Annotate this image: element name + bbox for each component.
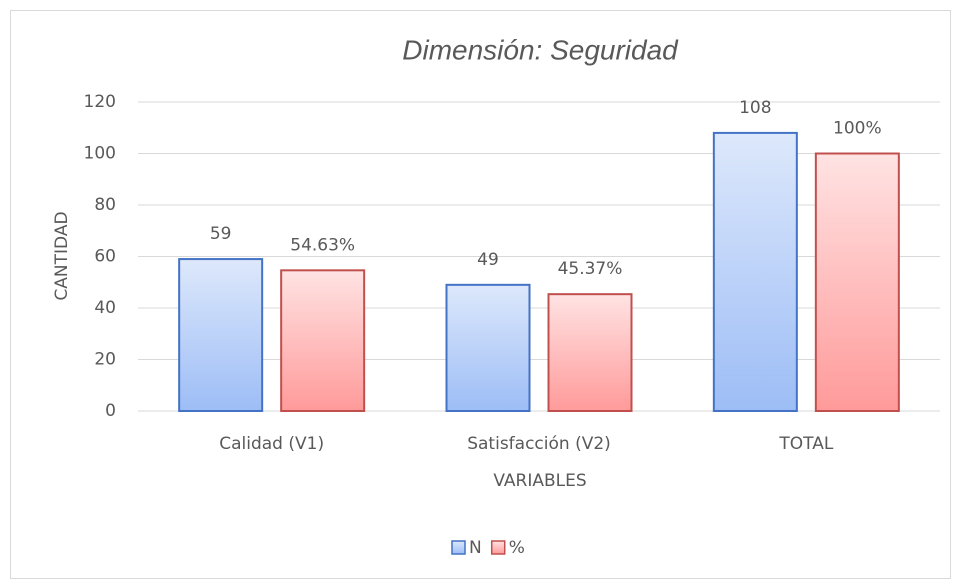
legend-label: N bbox=[469, 538, 482, 558]
y-tick-label: 80 bbox=[94, 195, 116, 215]
data-label: 49 bbox=[477, 250, 499, 270]
x-axis-label: VARIABLES bbox=[493, 471, 586, 491]
legend-label: % bbox=[509, 538, 525, 558]
chart-title: Dimensión: Seguridad bbox=[402, 34, 679, 65]
data-label: 100% bbox=[833, 119, 882, 139]
bar bbox=[445, 283, 531, 413]
y-tick-label: 60 bbox=[94, 247, 116, 267]
bar bbox=[814, 152, 900, 412]
bar bbox=[280, 269, 366, 413]
y-tick-label: 20 bbox=[94, 350, 116, 370]
data-label: 59 bbox=[210, 224, 232, 244]
legend-swatch bbox=[451, 540, 466, 555]
x-tick-label: TOTAL bbox=[778, 434, 833, 454]
bar bbox=[178, 258, 264, 413]
y-tick-label: 40 bbox=[94, 298, 116, 318]
x-tick-label: Satisfacción (V2) bbox=[467, 434, 611, 454]
data-label: 45.37% bbox=[558, 259, 623, 279]
x-tick-label: Calidad (V1) bbox=[219, 434, 324, 454]
legend-swatch bbox=[490, 540, 506, 555]
y-tick-label: 100 bbox=[84, 144, 116, 164]
bar bbox=[547, 293, 633, 412]
bar bbox=[712, 131, 798, 412]
y-axis-label: CANTIDAD bbox=[52, 211, 72, 300]
y-tick-label: 0 bbox=[105, 401, 116, 421]
data-label: 54.63% bbox=[290, 235, 355, 255]
data-label: 108 bbox=[739, 98, 771, 118]
y-tick-label: 120 bbox=[84, 92, 116, 112]
